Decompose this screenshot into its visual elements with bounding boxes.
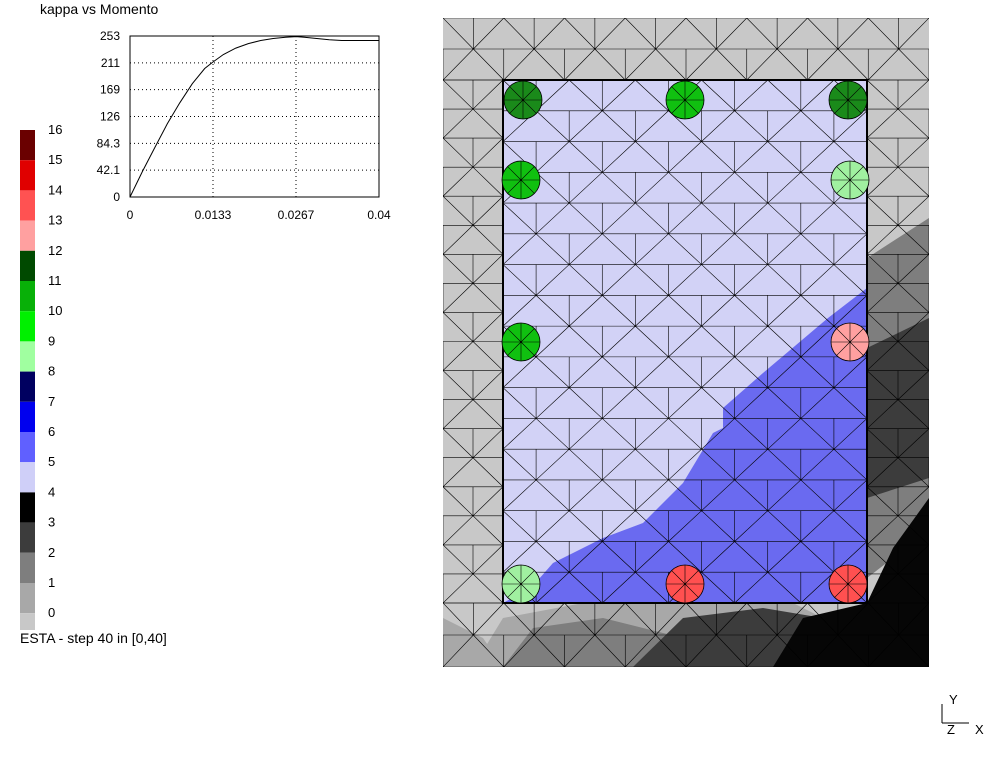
legend-label: 16 [48,122,62,137]
x-tick-label: 0.04 [367,208,391,222]
legend-label: 0 [48,605,55,620]
legend-swatch [20,160,35,191]
legend-swatch [20,613,35,630]
legend-swatch [20,522,35,553]
y-tick-label: 169 [100,83,120,97]
legend-label: 4 [48,484,55,499]
legend-label: 7 [48,394,55,409]
axis-y-label: Y [949,692,958,707]
legend-label: 8 [48,364,55,379]
rebar-bar [501,564,541,604]
legend-swatch [20,583,35,614]
y-tick-label: 253 [100,29,120,43]
legend-label: 2 [48,545,55,560]
axis-z-label: Z [947,722,955,737]
damage-region [867,478,929,578]
legend-swatch [20,220,35,251]
plot-title: kappa vs Momento [40,1,159,17]
legend-swatch [20,462,35,493]
y-tick-label: 0 [113,190,120,204]
section-mesh-view [443,18,929,667]
legend-swatch [20,371,35,402]
legend-label: 12 [48,243,62,258]
rebar-bar [830,322,870,362]
y-tick-label: 211 [101,56,120,70]
x-tick-labels: 0 0.0133 0.0267 0.04 [127,208,391,222]
rebar-bar [665,564,705,604]
y-tick-label: 84.3 [97,136,121,150]
rebar-bar [501,322,541,362]
legend-label: 3 [48,515,55,530]
cover-shading [443,218,929,667]
y-tick-label: 42.1 [97,163,121,177]
rebar-bar [501,160,541,200]
damage-region [773,498,929,667]
legend-swatch [20,250,35,281]
core-damage-region [503,288,867,603]
curve-group [129,36,379,198]
y-tick-label: 126 [100,110,120,124]
legend-swatch [20,281,35,312]
axis-triad: Y Z X [941,692,984,737]
legend-label: 9 [48,333,55,348]
legend-label: 1 [48,575,55,590]
legend-swatch [20,311,35,342]
legend-label: 11 [48,273,62,288]
legend-swatch [20,432,35,463]
legend-swatch [20,341,35,372]
legend-label: 6 [48,424,55,439]
x-tick-label: 0.0133 [195,208,232,222]
legend-swatch [20,401,35,432]
rebar-bar [828,80,868,120]
legend-swatch [20,552,35,583]
rebar-bar [830,160,870,200]
legend-label: 15 [48,152,62,167]
axis-x-label: X [975,722,984,737]
y-tick-labels: 0 42.1 84.3 126 169 211 253 [97,29,121,204]
rebar-bar [665,80,705,120]
legend-swatch [20,492,35,523]
rebar-bar [828,564,868,604]
legend-swatch [20,190,35,221]
legend-label: 5 [48,454,55,469]
rebar-bar [503,80,543,120]
legend-label: 14 [48,182,62,197]
legend-swatch [20,130,35,161]
kappa-moment-chart: 0 42.1 84.3 126 169 211 253 0 0.0133 0.0267 0.04 [97,29,391,222]
legend-label: 13 [48,213,62,228]
kappa-moment-curve [129,36,379,198]
legend-swatches [20,130,35,630]
x-tick-label: 0 [127,208,134,222]
mesh-grid [443,18,929,81]
status-text: ESTA - step 40 in [0,40] [20,630,167,646]
chart-grid [130,36,379,197]
rebar-bars [501,80,870,604]
chart-frame [129,35,380,198]
legend-label: 10 [48,303,62,318]
x-tick-label: 0.0267 [278,208,315,222]
damage-region [443,618,503,667]
damage-region [867,318,929,518]
